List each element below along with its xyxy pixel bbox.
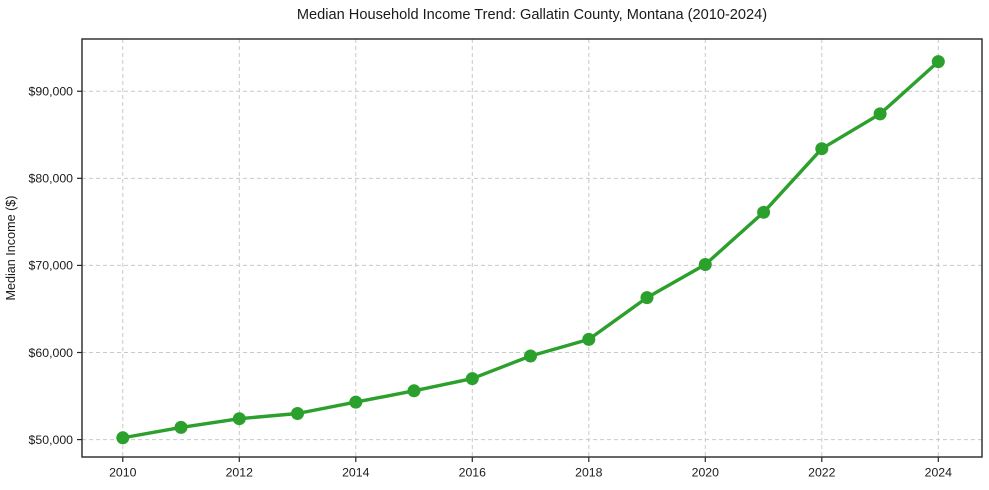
y-tick-label: $60,000: [29, 346, 74, 360]
data-point: [116, 431, 130, 445]
data-point: [174, 420, 188, 434]
x-tick-label: 2018: [575, 466, 603, 480]
x-tick-label: 2024: [925, 466, 953, 480]
data-point: [873, 107, 887, 121]
data-point: [465, 372, 479, 386]
y-tick-label: $70,000: [29, 259, 74, 273]
data-point: [524, 349, 537, 363]
data-point: [232, 412, 246, 426]
data-point: [815, 142, 829, 156]
y-tick-label: $50,000: [29, 433, 74, 447]
y-tick-label: $80,000: [29, 172, 74, 186]
data-point: [640, 291, 654, 305]
x-tick-label: 2012: [226, 466, 254, 480]
x-tick-label: 2020: [692, 466, 720, 480]
data-point: [407, 384, 421, 398]
y-tick-label: $90,000: [29, 85, 74, 99]
data-point: [698, 258, 712, 271]
data-point: [291, 407, 304, 420]
x-tick-label: 2010: [109, 466, 137, 480]
x-tick-label: 2014: [342, 466, 370, 480]
x-tick-label: 2022: [808, 466, 836, 480]
data-point: [757, 205, 771, 219]
plot-border: [81, 38, 983, 458]
data-point: [582, 332, 596, 346]
data-point: [931, 55, 945, 69]
trend-line: [121, 59, 940, 440]
chart-title: Median Household Income Trend: Gallatin …: [296, 7, 768, 23]
data-point: [349, 395, 363, 409]
x-tick-label: 2016: [459, 466, 487, 480]
